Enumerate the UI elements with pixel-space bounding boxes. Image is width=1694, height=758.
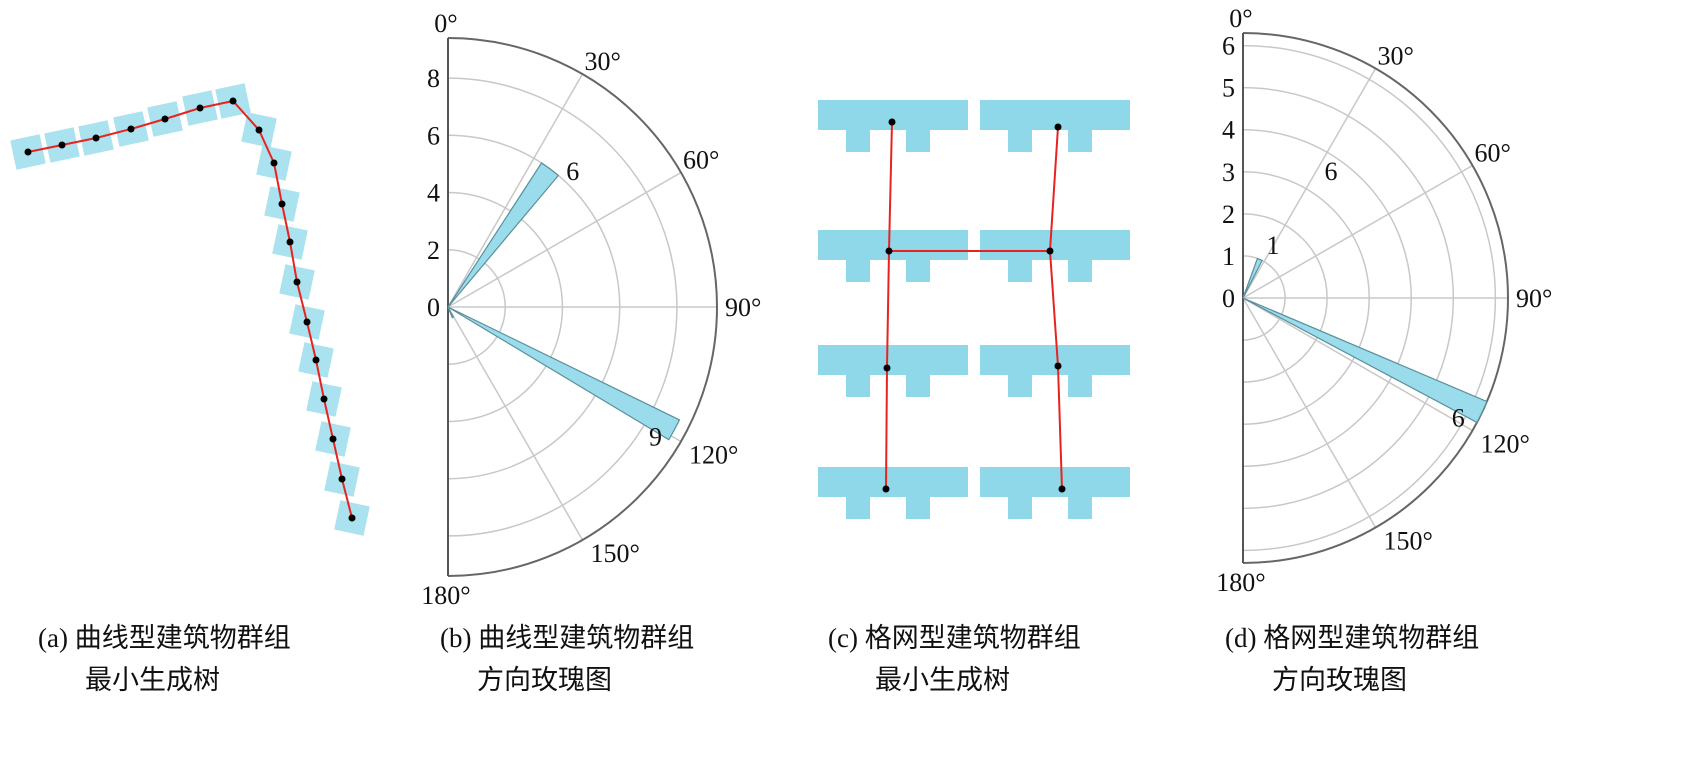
grid-spoke [1242, 68, 1377, 299]
tree-node [286, 238, 294, 246]
building [980, 345, 1130, 397]
radial-tick-label: 4 [1222, 116, 1235, 145]
rose-bar [447, 306, 455, 319]
radial-tick-label: 6 [1222, 32, 1235, 61]
tree-node [278, 200, 286, 208]
caption-a-line1: (a) 曲线型建筑物群组 [38, 623, 291, 653]
angle-tick-label: 60° [1474, 139, 1510, 168]
tree-node [229, 97, 237, 105]
grid-spoke [1242, 297, 1473, 432]
building [980, 467, 1130, 519]
tree-node [92, 134, 100, 142]
caption-d: (d) 格网型建筑物群组 方向玫瑰图 [1225, 617, 1479, 701]
tree-node [255, 126, 263, 134]
rose-bar [1242, 257, 1263, 299]
caption-b: (b) 曲线型建筑物群组 方向玫瑰图 [440, 617, 694, 701]
tree-node [882, 485, 890, 493]
annotation-label: 6 [1325, 157, 1338, 186]
outer-arc [1242, 32, 1509, 564]
grid-spoke [447, 73, 584, 308]
tree-node [1054, 123, 1062, 131]
tree-node [312, 356, 320, 364]
angle-tick-label: 0° [434, 9, 457, 38]
tree-node [885, 247, 893, 255]
caption-b-line1: (b) 曲线型建筑物群组 [440, 623, 695, 653]
caption-c-line2: 最小生成树 [875, 665, 1010, 695]
tree-node [196, 104, 204, 112]
radial-tick-label: 3 [1222, 158, 1235, 187]
tree-node [338, 475, 346, 483]
tree-node [161, 115, 169, 123]
tree-node [293, 278, 301, 286]
angle-tick-label: 60° [683, 146, 719, 175]
bar-label: 6 [566, 157, 579, 186]
tree-node [127, 125, 135, 133]
radial-tick-label: 8 [427, 64, 440, 93]
radial-tick-label: 2 [427, 236, 440, 265]
caption-c-line1: (c) 格网型建筑物群组 [828, 623, 1081, 653]
tree-node [1054, 362, 1062, 370]
angle-tick-label: 180° [421, 581, 470, 610]
radial-tick-label: 0 [427, 293, 440, 322]
angle-tick-label: 30° [585, 47, 621, 76]
caption-c: (c) 格网型建筑物群组 最小生成树 [828, 617, 1081, 701]
angle-tick-label: 180° [1216, 568, 1265, 597]
bar-label: 6 [1452, 403, 1465, 432]
grid-spoke [1242, 164, 1473, 299]
outer-arc [447, 37, 718, 577]
radial-tick-label: 4 [427, 179, 440, 208]
caption-a: (a) 曲线型建筑物群组 最小生成树 [38, 617, 291, 701]
angle-tick-label: 90° [1516, 284, 1552, 313]
bar-label: 9 [649, 423, 662, 452]
bar-label: 1 [1267, 231, 1280, 260]
tree-node [58, 141, 66, 149]
angle-tick-label: 120° [689, 441, 738, 470]
angle-tick-label: 150° [1384, 526, 1433, 555]
building [818, 230, 968, 282]
angle-tick-label: 0° [1229, 4, 1252, 33]
grid-spoke [447, 306, 584, 541]
caption-b-line2: 方向玫瑰图 [477, 665, 612, 695]
radial-tick-label: 1 [1222, 242, 1235, 271]
tree-node [24, 148, 32, 156]
panel-c-diagram [818, 100, 1130, 519]
angle-tick-label: 90° [725, 293, 761, 322]
rose-bar [447, 162, 560, 308]
caption-a-line2: 最小生成树 [85, 665, 220, 695]
tree-edge [27, 99, 353, 519]
caption-d-line2: 方向玫瑰图 [1272, 665, 1407, 695]
tree-node [1046, 247, 1054, 255]
angle-tick-label: 150° [591, 539, 640, 568]
tree-node [883, 364, 891, 372]
radial-tick-label: 6 [427, 121, 440, 150]
radial-tick-label: 2 [1222, 200, 1235, 229]
grid-spoke [1242, 297, 1377, 528]
grid-spoke [447, 171, 682, 308]
angle-tick-label: 30° [1378, 42, 1414, 71]
radial-tick-label: 5 [1222, 74, 1235, 103]
tree-node [348, 514, 356, 522]
tree-node [270, 159, 278, 167]
tree-node [1058, 485, 1066, 493]
panel-a-diagram [10, 83, 370, 536]
angle-tick-label: 120° [1480, 430, 1529, 459]
rose-bar [447, 306, 681, 441]
rose-bar [1242, 297, 1488, 424]
building [818, 467, 968, 519]
tree-node [320, 395, 328, 403]
tree-edge [885, 121, 893, 490]
building [818, 345, 968, 397]
rose-chart-b: 6 9 0 2 4 6 8 0° 30° 60° 90° 120° 150° 180° [421, 9, 761, 610]
tree-node [303, 318, 311, 326]
building [818, 100, 968, 152]
radial-tick-label: 0 [1222, 284, 1235, 313]
building [980, 230, 1130, 282]
tree-node [329, 435, 337, 443]
caption-d-line1: (d) 格网型建筑物群组 [1225, 623, 1480, 653]
tree-node [888, 118, 896, 126]
tree-edge [1048, 126, 1063, 490]
